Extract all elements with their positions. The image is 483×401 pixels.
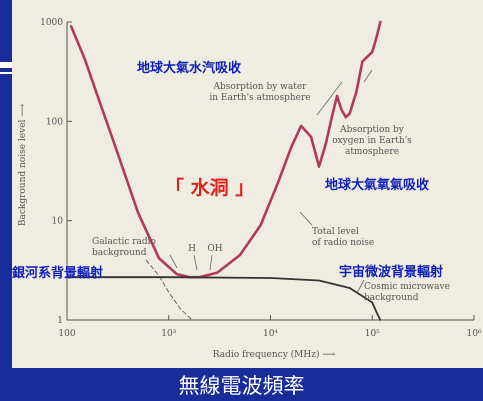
y-tick-label-1: 100 (46, 117, 63, 127)
leader-oxygen (363, 69, 373, 83)
leader-total (299, 211, 313, 226)
noise-chart: 100 10³ 10⁴ 10⁵ 10⁶ 1000 100 10 1 Absorption by… (18, 18, 482, 360)
leader-water (316, 81, 343, 116)
annotation-h: H (188, 244, 196, 254)
annotations: Absorption by water in Earth's atmospher… (92, 69, 450, 303)
annotation-galactic-1: Galactic radio (92, 237, 156, 247)
annotation-cosmic-2: background (364, 293, 419, 303)
annotation-water-2: in Earth's atmosphere (209, 93, 310, 103)
x-tick-label-4: 10⁶ (466, 329, 481, 339)
chart-figure: 100 10³ 10⁴ 10⁵ 10⁶ 1000 100 10 1 Absorption by… (12, 0, 483, 368)
leader-galactic (169, 254, 178, 269)
series-galactic (145, 259, 193, 321)
slide-left-bar (0, 0, 12, 60)
overlay-oxygen-absorption: 地球大氣氧氣吸收 (325, 178, 430, 193)
overlay-galactic: 銀河系背景輻射 (12, 266, 104, 281)
annotation-oh: OH (207, 244, 222, 254)
overlay-cosmic: 宇宙微波背景輻射 (339, 265, 444, 280)
annotation-total-1: Total level (312, 227, 359, 237)
x-tick-label-0: 100 (58, 329, 75, 339)
x-tick-label-3: 10⁵ (365, 329, 380, 339)
annotation-oxygen-2: oxygen in Earth's (332, 136, 412, 146)
y-ticks: 1000 100 10 1 (40, 18, 72, 326)
series (66, 20, 382, 321)
y-tick-label-3: 1 (57, 316, 63, 326)
x-axis-label: Radio frequency (MHz) ⟶ (213, 349, 336, 360)
annotation-water-1: Absorption by water (213, 82, 308, 92)
y-tick-label-2: 10 (52, 217, 64, 227)
overlay-water-hole: 「 水洞 」 (165, 177, 255, 199)
series-total-noise (69, 20, 382, 279)
series-cosmic (66, 276, 382, 321)
overlay-water-absorption: 地球大氣水汽吸收 (137, 61, 242, 76)
leader-cosmic (356, 279, 365, 294)
slide-caption: 無線電波頻率 (178, 374, 305, 398)
x-tick-label-1: 10³ (161, 329, 176, 339)
annotation-oxygen-3: atmosphere (345, 147, 399, 157)
annotation-oxygen-1: Absorption by (339, 125, 405, 135)
annotation-cosmic-1: Cosmic microwave (364, 282, 450, 292)
x-ticks: 100 10³ 10⁴ 10⁵ 10⁶ (58, 315, 482, 339)
annotation-total-2: of radio noise (312, 238, 374, 248)
y-axis-label: Background noise level ⟶ (18, 104, 28, 226)
x-tick-label-2: 10⁴ (263, 329, 278, 339)
leader-h (193, 254, 198, 271)
leader-oh (209, 254, 213, 271)
annotation-galactic-2: background (92, 248, 147, 258)
y-tick-label-0: 1000 (40, 18, 63, 28)
